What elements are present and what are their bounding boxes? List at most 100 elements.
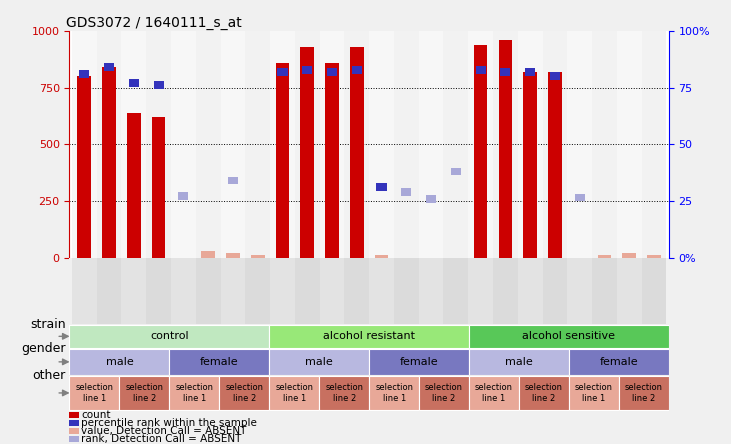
Bar (196, 31, 221, 258)
Bar (325, 63, 338, 258)
Bar (617, 258, 642, 324)
Bar (295, 31, 319, 258)
Bar (642, 258, 667, 324)
Bar (617, 31, 642, 258)
Text: male: male (505, 357, 533, 367)
Bar (369, 31, 394, 258)
Bar (567, 258, 592, 324)
Bar (77, 76, 91, 258)
Bar (72, 31, 96, 258)
Bar (119, 376, 170, 410)
Bar (69, 376, 119, 410)
Bar (518, 31, 542, 258)
Bar (251, 255, 265, 258)
Bar (419, 258, 444, 324)
Bar (401, 188, 412, 196)
Bar (344, 258, 369, 324)
Bar (499, 40, 512, 258)
Bar (569, 349, 669, 375)
Bar (226, 253, 240, 258)
Text: selection
line 2: selection line 2 (325, 383, 363, 403)
Bar (221, 31, 246, 258)
Bar (419, 376, 469, 410)
Bar (592, 258, 617, 324)
Text: rank, Detection Call = ABSENT: rank, Detection Call = ABSENT (81, 434, 241, 444)
Text: GDS3072 / 1640111_s_at: GDS3072 / 1640111_s_at (67, 16, 242, 30)
Bar (104, 63, 114, 71)
Bar (319, 258, 344, 324)
Bar (269, 349, 369, 375)
Bar (567, 31, 592, 258)
Bar (569, 376, 619, 410)
Text: selection
line 1: selection line 1 (75, 383, 113, 403)
Bar (127, 113, 140, 258)
Bar (598, 255, 611, 258)
Text: other: other (33, 369, 66, 382)
Bar (444, 31, 469, 258)
Bar (523, 72, 537, 258)
Bar (451, 167, 461, 175)
Bar (327, 68, 337, 76)
Bar (300, 47, 314, 258)
Bar (96, 31, 121, 258)
Text: percentile rank within the sample: percentile rank within the sample (81, 418, 257, 428)
Bar (170, 349, 269, 375)
Bar (302, 66, 312, 74)
Text: count: count (81, 410, 110, 420)
Bar (270, 31, 295, 258)
Text: female: female (599, 357, 638, 367)
Text: female: female (400, 357, 439, 367)
Text: male: male (306, 357, 333, 367)
Bar (642, 31, 667, 258)
Bar (419, 31, 444, 258)
Bar (352, 66, 362, 74)
Bar (228, 177, 238, 185)
Text: selection
line 1: selection line 1 (375, 383, 413, 403)
Bar (394, 258, 419, 324)
Bar (550, 72, 560, 80)
Bar (647, 255, 661, 258)
Bar (201, 251, 215, 258)
Bar (592, 31, 617, 258)
Bar (394, 31, 419, 258)
Bar (121, 31, 146, 258)
Bar (525, 68, 535, 76)
Text: selection
line 1: selection line 1 (175, 383, 213, 403)
Bar (519, 376, 569, 410)
Bar (319, 31, 344, 258)
Bar (276, 63, 289, 258)
Bar (375, 255, 388, 258)
Bar (542, 31, 567, 258)
Bar (475, 66, 485, 74)
Bar (575, 194, 585, 202)
Bar (221, 258, 246, 324)
Bar (469, 31, 493, 258)
Bar (129, 79, 139, 87)
Bar (96, 258, 121, 324)
Bar (469, 325, 669, 348)
Bar (154, 81, 164, 89)
Bar (72, 258, 96, 324)
Bar (295, 258, 319, 324)
Bar (518, 258, 542, 324)
Text: selection
line 2: selection line 2 (625, 383, 663, 403)
Bar (369, 258, 394, 324)
Bar (269, 325, 469, 348)
Text: male: male (105, 357, 133, 367)
Bar (369, 376, 419, 410)
Bar (171, 258, 196, 324)
Bar (426, 194, 436, 202)
Bar (319, 376, 369, 410)
Bar (277, 68, 287, 76)
Bar (493, 31, 518, 258)
Bar (548, 72, 561, 258)
Text: value, Detection Call = ABSENT: value, Detection Call = ABSENT (81, 426, 246, 436)
Bar (196, 258, 221, 324)
Bar (619, 376, 669, 410)
Text: control: control (150, 331, 189, 341)
Text: strain: strain (30, 317, 66, 331)
Text: selection
line 2: selection line 2 (126, 383, 163, 403)
Bar (376, 183, 387, 191)
Bar (469, 349, 569, 375)
Bar (121, 258, 146, 324)
